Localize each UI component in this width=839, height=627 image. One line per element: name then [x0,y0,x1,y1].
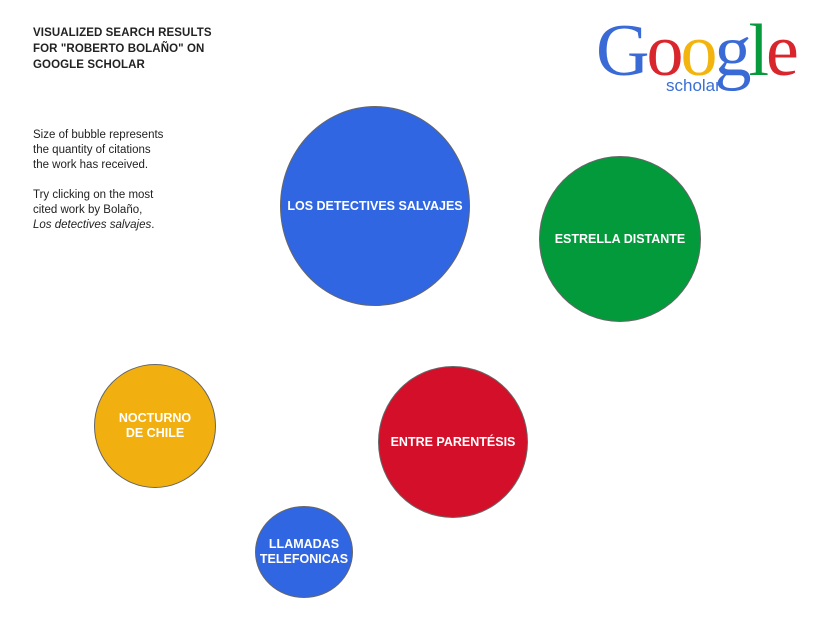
desc-line-1: Size of bubble represents [33,129,164,141]
bubble-label: ENTRE PARENTÉSIS [390,434,516,449]
bubble-los-detectives-salvajes[interactable]: LOS DETECTIVES SALVAJES [280,106,470,306]
logo-letter-g: G [596,10,649,92]
logo-wordmark: Google [596,14,799,88]
bubble-label: LOS DETECTIVES SALVAJES [287,198,463,213]
title-line-3: GOOGLE SCHOLAR [33,59,145,71]
logo-letter-o2: o [680,10,717,92]
logo-letter-g2: g [714,10,751,92]
bubble-estrella-distante[interactable]: ESTRELLA DISTANTE [539,156,701,322]
title-line-2: FOR "ROBERTO BOLAÑO" ON [33,43,205,55]
logo-letter-l: l [748,10,768,92]
bubble-entre-parentesis[interactable]: ENTRE PARENTÉSIS [378,366,528,518]
logo-letter-o1: o [646,10,683,92]
bubble-label: NOCTURNO DE CHILE [118,411,192,440]
logo-letter-e: e [766,10,799,92]
hint-line-2: cited work by Bolaño, [33,204,143,216]
hint-italic-title: Los detectives salvajes [33,219,152,231]
desc-line-2: the quantity of citations [33,144,151,156]
bubble-llamadas-telefonicas[interactable]: LLAMADAS TELEFONICAS [255,506,353,598]
logo-scholar-text: scholar [666,76,721,95]
hint-end: . [151,219,155,231]
google-scholar-logo: Google scholar [596,14,811,104]
bubble-label: ESTRELLA DISTANTE [554,231,686,246]
bubble-label: LLAMADAS TELEFONICAS [259,537,349,566]
page-title: VISUALIZED SEARCH RESULTS FOR "ROBERTO B… [33,25,273,73]
bubble-nocturno-de-chile[interactable]: NOCTURNO DE CHILE [94,364,216,488]
desc-line-3: the work has received. [33,159,149,171]
title-line-1: VISUALIZED SEARCH RESULTS [33,27,212,39]
desc-gap [33,173,223,188]
description: Size of bubble represents the quantity o… [33,128,223,233]
hint-line-3: Los detectives salvajes. [33,218,223,233]
hint-line-1: Try clicking on the most [33,189,154,201]
